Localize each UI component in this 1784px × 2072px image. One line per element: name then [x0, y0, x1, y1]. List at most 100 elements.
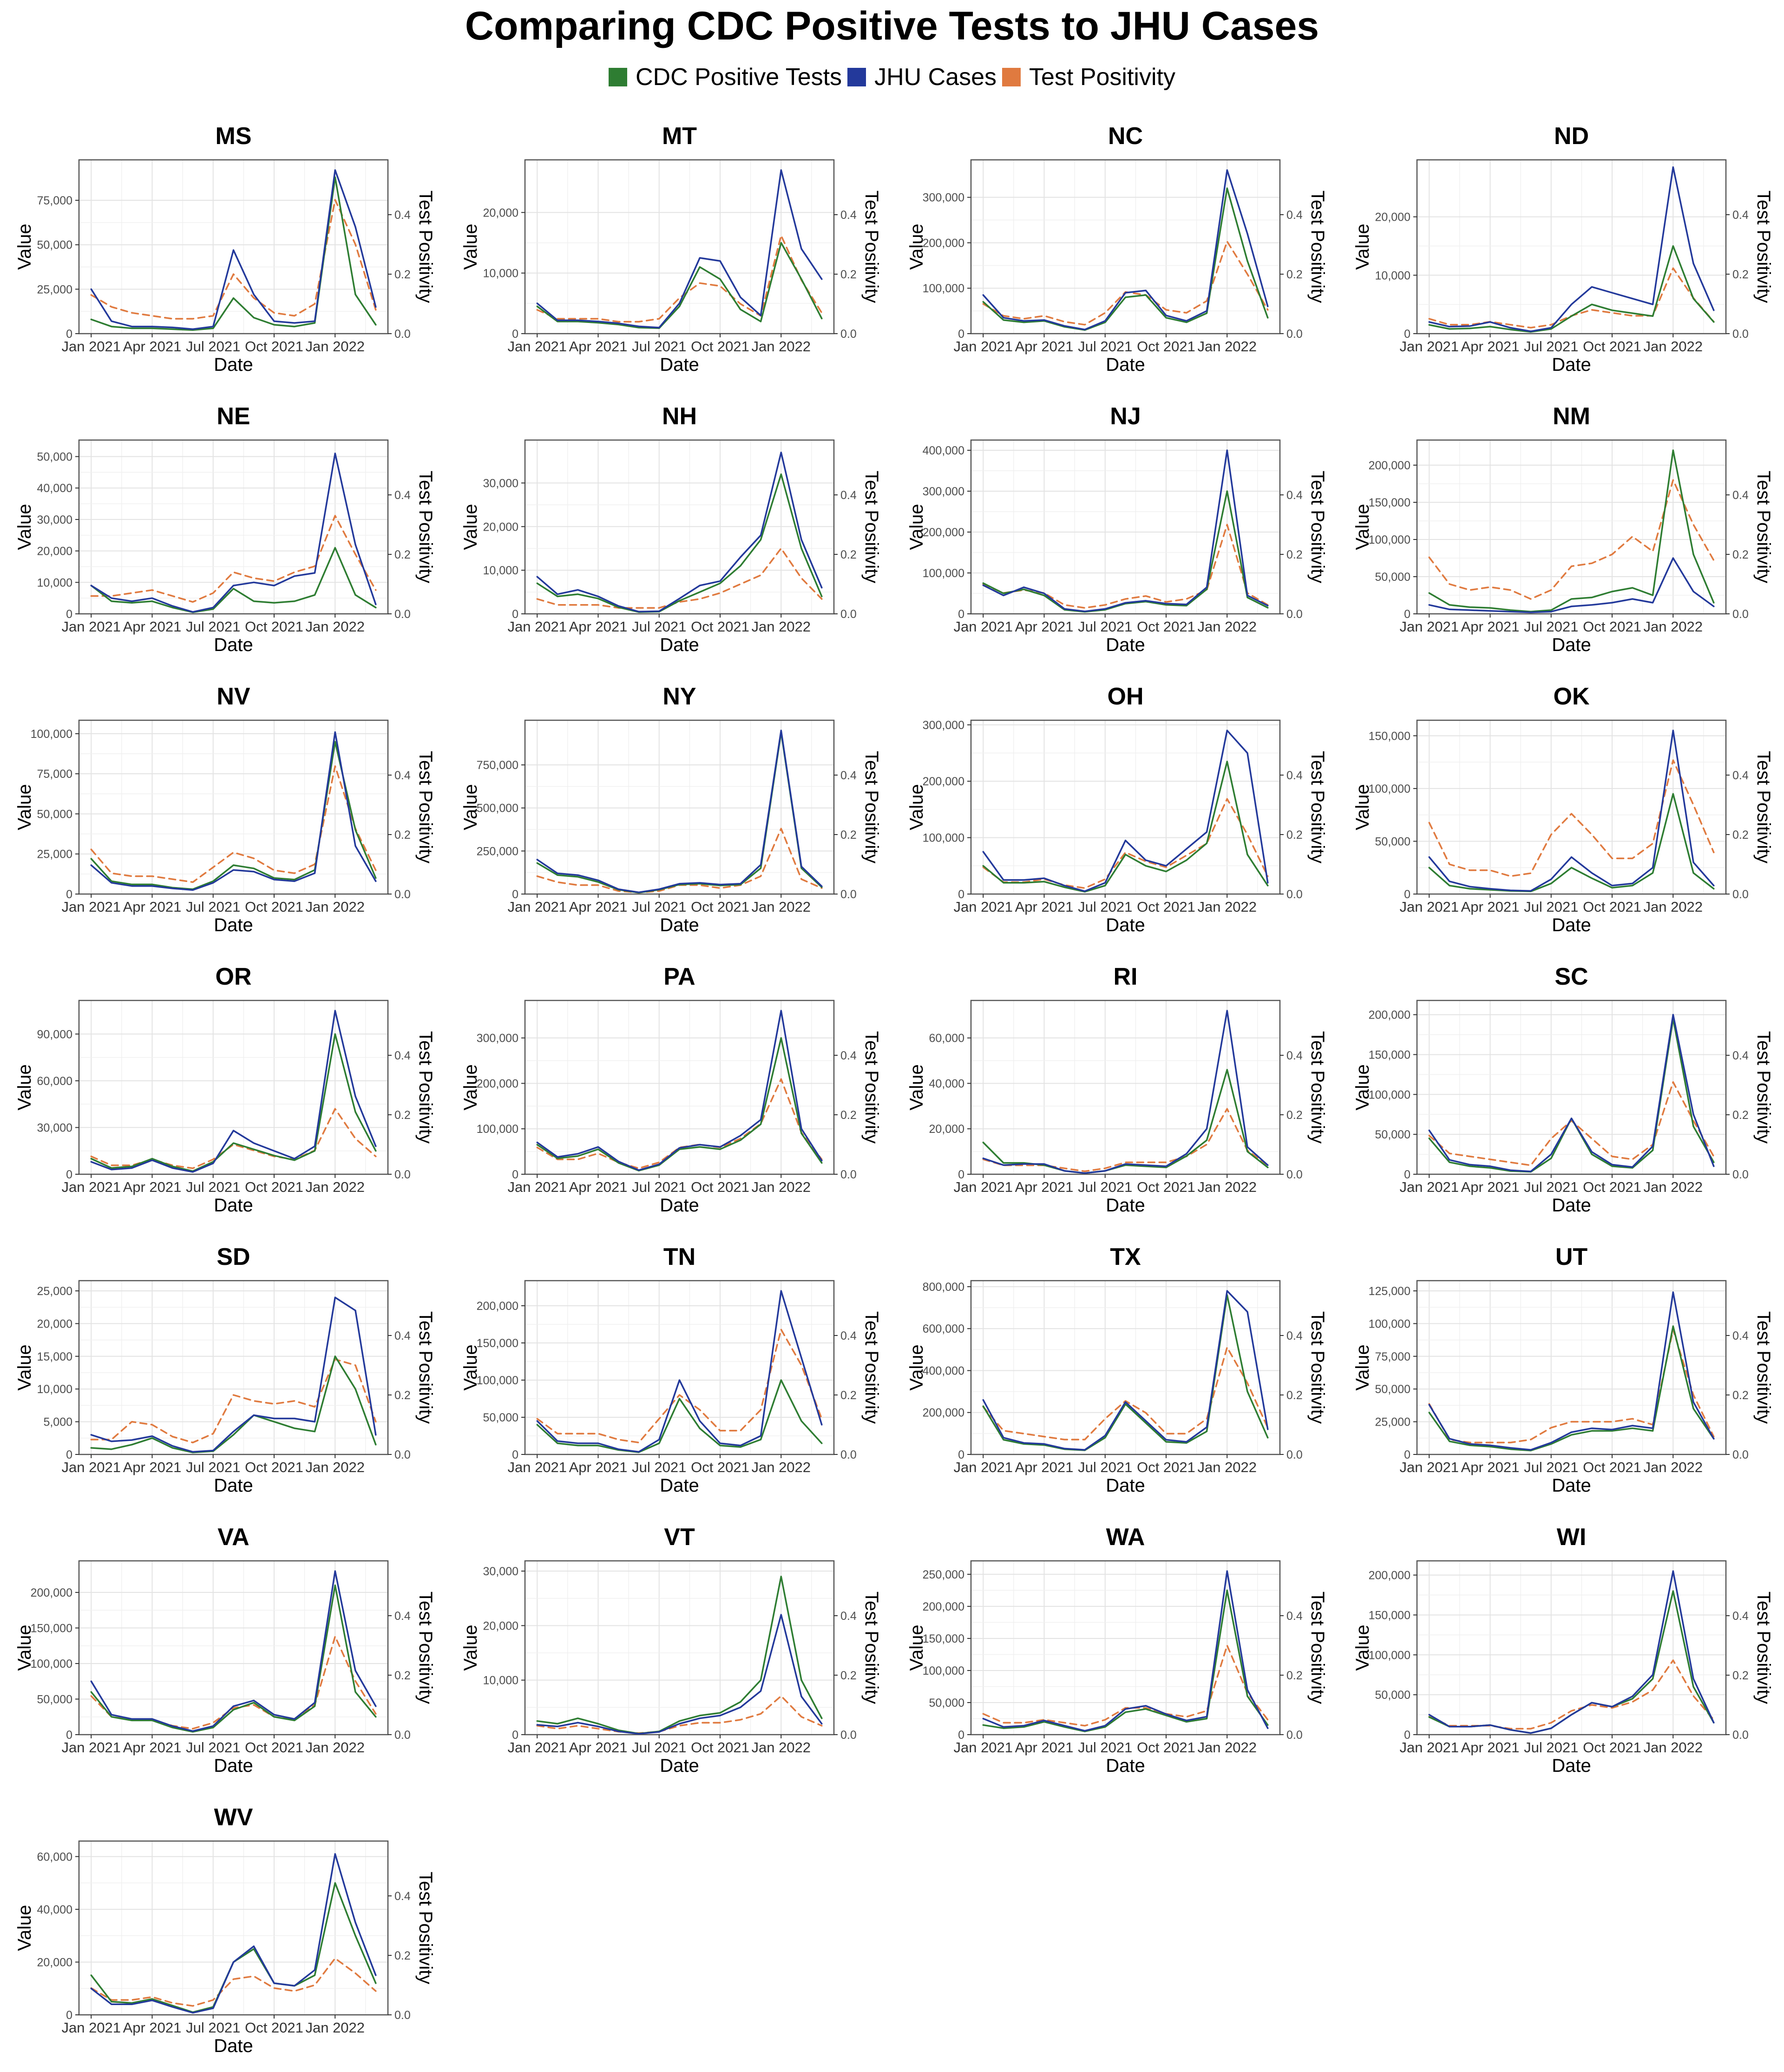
- facet-panel-sd: SD 0 5,000 10,000 15,000 20,000 25,000 0.0 0.2 0.…: [0, 1231, 446, 1512]
- y2-tick-label: 0.2: [394, 829, 411, 842]
- y2-tick-label: 0.2: [1732, 1669, 1749, 1682]
- series-line-cdc: [90, 741, 377, 890]
- y-axis: 0 10,000 20,000: [483, 206, 525, 341]
- y2-axis: 0.0 0.2 0.4: [834, 1610, 857, 1742]
- series-line-positivity: [90, 199, 377, 320]
- x-tick-label: Jan 2022: [1643, 1459, 1703, 1475]
- series-line-cdc: [1428, 1018, 1715, 1173]
- facet-chart-va: VA 0 50,000 100,000 150,000 200,000 0.0 0.2 0.4 J…: [14, 1524, 436, 1776]
- y2-tick-label: 0.4: [1286, 769, 1303, 782]
- y-tick-label: 600,000: [923, 1322, 964, 1335]
- series-line-jhu: [536, 1290, 823, 1453]
- facet-chart-pa: PA 0 100,000 200,000 300,000 0.0 0.2 0.4 Jan 202…: [460, 963, 882, 1216]
- y-tick-label: 5,000: [43, 1416, 72, 1429]
- y2-axis: 0.0 0.2 0.4: [1280, 1610, 1303, 1742]
- x-tick-label: Apr 2021: [569, 899, 628, 915]
- y-tick-label: 300,000: [477, 1032, 518, 1045]
- y-axis-label: Value: [460, 1625, 481, 1671]
- y2-tick-label: 0.0: [1732, 608, 1749, 621]
- y-axis-label: Value: [460, 224, 481, 270]
- y2-tick-label: 0.0: [1732, 1729, 1749, 1742]
- facet-title: NM: [1553, 403, 1590, 430]
- y2-tick-label: 0.2: [840, 1669, 857, 1682]
- plot-frame: [1416, 1000, 1727, 1175]
- x-tick-label: Jul 2021: [632, 338, 686, 355]
- x-tick-label: Oct 2021: [1583, 1739, 1641, 1756]
- y-axis-label: Value: [906, 1344, 927, 1390]
- y2-tick-label: 0.4: [1286, 489, 1303, 502]
- x-tick-label: Jan 2022: [751, 338, 811, 355]
- plot-frame: [1416, 439, 1727, 615]
- x-axis: Jan 2021 Apr 2021 Jul 2021 Oct 2021 Jan 2022: [61, 1735, 365, 1756]
- y-tick-label: 50,000: [1375, 835, 1410, 848]
- x-tick-label: Jan 2022: [1643, 899, 1703, 915]
- y-tick-label: 50,000: [929, 1697, 964, 1710]
- x-tick-label: Jan 2022: [305, 899, 365, 915]
- y-tick-label: 50,000: [1375, 1128, 1410, 1141]
- x-axis: Jan 2021 Apr 2021 Jul 2021 Oct 2021 Jan 2022: [1399, 334, 1703, 355]
- gridlines: [971, 1281, 1280, 1455]
- y-tick-label: 40,000: [37, 482, 72, 495]
- x-axis: Jan 2021 Apr 2021 Jul 2021 Oct 2021 Jan 2022: [61, 894, 365, 915]
- x-tick-label: Jan 2021: [1399, 899, 1459, 915]
- series-line-positivity: [90, 1957, 377, 2007]
- x-tick-label: Jul 2021: [1524, 1179, 1578, 1195]
- plot-frame: [1416, 1560, 1727, 1736]
- x-tick-label: Jan 2021: [61, 1459, 121, 1475]
- facet-chart-mt: MT 0 10,000 20,000 0.0 0.2 0.4 Jan 2021 Apr 2021…: [460, 123, 882, 375]
- facet-title: RI: [1114, 963, 1138, 990]
- x-axis-label: Date: [1552, 1756, 1591, 1776]
- y-axis: 0 25,000 50,000 75,000: [37, 194, 79, 341]
- x-tick-label: Jul 2021: [1078, 338, 1132, 355]
- y-tick-label: 50,000: [1375, 571, 1410, 584]
- y2-tick-label: 0.2: [1286, 268, 1303, 281]
- legend-swatch-positivity: [1002, 68, 1021, 86]
- x-tick-label: Apr 2021: [123, 1739, 182, 1756]
- y2-tick-label: 0.2: [840, 1109, 857, 1122]
- y2-tick-label: 0.4: [840, 1329, 857, 1342]
- y-tick-label: 40,000: [929, 1077, 964, 1090]
- y-tick-label: 10,000: [37, 576, 72, 589]
- plot-frame: [524, 159, 835, 335]
- series-line-positivity: [90, 765, 377, 883]
- y2-tick-label: 0.0: [840, 1448, 857, 1461]
- y2-axis-label: Test Positivity: [1753, 1031, 1774, 1144]
- y2-axis-label: Test Positivity: [1307, 751, 1328, 863]
- x-tick-label: Apr 2021: [123, 1459, 182, 1475]
- y-axis: 0 50,000 100,000 150,000 200,000: [477, 1300, 525, 1461]
- series-line-jhu: [982, 169, 1269, 330]
- x-axis: Jan 2021 Apr 2021 Jul 2021 Oct 2021 Jan 2022: [1399, 614, 1703, 635]
- x-tick-label: Oct 2021: [1583, 1179, 1641, 1195]
- y2-axis: 0.0 0.2 0.4: [834, 1049, 857, 1181]
- y2-tick-label: 0.0: [1286, 328, 1303, 341]
- y-tick-label: 0: [958, 1448, 964, 1461]
- series-line-jhu: [536, 169, 823, 329]
- x-tick-label: Jul 2021: [632, 899, 686, 915]
- y-axis: 0 10,000 20,000 30,000 40,000 50,000: [37, 451, 79, 621]
- y2-axis: 0.0 0.2 0.4: [1726, 1329, 1749, 1461]
- x-tick-label: Apr 2021: [569, 1179, 628, 1195]
- y-tick-label: 0: [66, 608, 72, 621]
- y-tick-label: 100,000: [477, 1123, 518, 1136]
- x-axis-label: Date: [1106, 355, 1145, 375]
- x-tick-label: Jan 2021: [61, 899, 121, 915]
- y2-tick-label: 0.2: [1732, 829, 1749, 842]
- y2-tick-label: 0.0: [394, 1448, 411, 1461]
- x-tick-label: Apr 2021: [123, 618, 182, 635]
- x-axis: Jan 2021 Apr 2021 Jul 2021 Oct 2021 Jan 2022: [1399, 894, 1703, 915]
- y2-tick-label: 0.0: [1732, 328, 1749, 341]
- y-axis: 0 100,000 200,000 300,000 400,000: [923, 444, 971, 621]
- facet-chart-or: OR 0 30,000 60,000 90,000 0.0 0.2 0.4 Jan 2021 Ap…: [14, 963, 436, 1216]
- x-axis-label: Date: [214, 1195, 253, 1216]
- y2-tick-label: 0.0: [394, 1729, 411, 1742]
- y2-tick-label: 0.0: [840, 608, 857, 621]
- facet-panel-ne: NE 0 10,000 20,000 30,000 40,000 50,000 0.0 0.2 0…: [0, 391, 446, 671]
- x-axis: Jan 2021 Apr 2021 Jul 2021 Oct 2021 Jan 2022: [61, 2015, 365, 2036]
- x-axis-label: Date: [660, 1756, 699, 1776]
- x-tick-label: Jul 2021: [186, 1739, 240, 1756]
- plot-frame: [970, 1000, 1281, 1175]
- y2-tick-label: 0.4: [1732, 1610, 1749, 1623]
- series-line-jhu: [1428, 1291, 1715, 1451]
- y2-tick-label: 0.2: [840, 548, 857, 561]
- facet-panel-or: OR 0 30,000 60,000 90,000 0.0 0.2 0.4 Jan 2021 Ap…: [0, 951, 446, 1231]
